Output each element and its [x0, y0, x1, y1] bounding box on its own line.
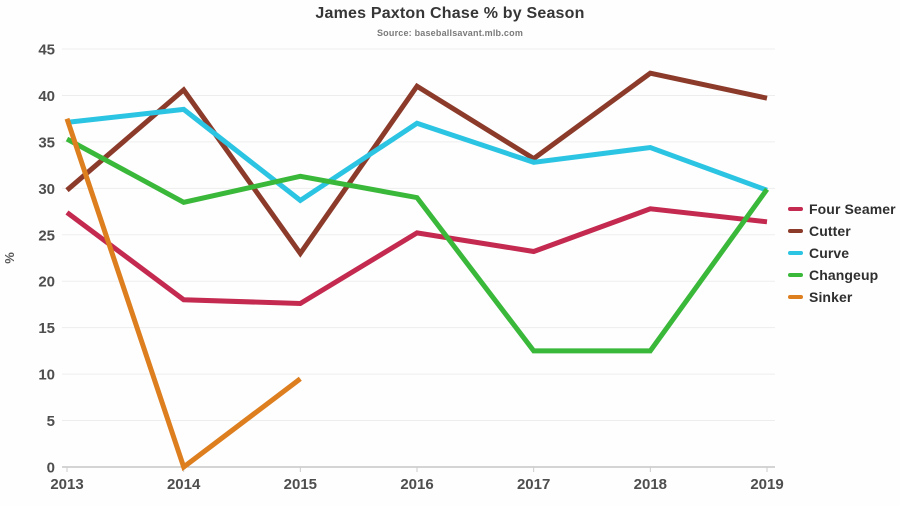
legend-label-sinker: Sinker — [809, 288, 853, 305]
x-tick-label-2017: 2017 — [517, 476, 550, 493]
x-tick-label-2013: 2013 — [50, 476, 83, 493]
y-tick-label-35: 35 — [38, 134, 55, 151]
x-tick-label-2016: 2016 — [400, 476, 433, 493]
y-axis-title: % — [2, 252, 17, 264]
legend-label-changeup: Changeup — [809, 266, 879, 283]
line-sinker — [64, 117, 302, 472]
legend-item-changeup: Changeup — [788, 266, 896, 283]
chart-subtitle: Source: baseballsavant.mlb.com — [376, 28, 524, 38]
x-tick-label-2019: 2019 — [750, 476, 783, 493]
legend-swatch-sinker — [788, 294, 803, 299]
legend-label-cutter: Cutter — [809, 222, 851, 239]
x-tick-label-2014: 2014 — [167, 476, 201, 493]
legend-item-four-seamer: Four Seamer — [788, 200, 896, 217]
x-tick-label-2015: 2015 — [284, 476, 317, 493]
y-tick-label-15: 15 — [38, 320, 55, 337]
y-tick-label-20: 20 — [38, 274, 55, 291]
line-four-seamer — [65, 206, 768, 307]
y-tick-label-45: 45 — [38, 42, 55, 59]
legend-item-sinker: Sinker — [788, 288, 896, 305]
y-tick-label-25: 25 — [38, 227, 55, 244]
y-tick-label-10: 10 — [38, 367, 55, 384]
legend-swatch-four-seamer — [788, 206, 803, 211]
legend-item-curve: Curve — [788, 244, 896, 261]
legend-swatch-changeup — [788, 272, 803, 277]
line-cutter — [65, 70, 768, 258]
legend-label-four-seamer: Four Seamer — [809, 200, 896, 217]
y-tick-label-40: 40 — [38, 88, 55, 105]
line-curve — [66, 106, 768, 204]
chart-title: James Paxton Chase % by Season — [315, 5, 585, 22]
y-tick-label-30: 30 — [38, 181, 55, 198]
line-changeup — [65, 136, 770, 354]
chart-legend: Four Seamer Cutter Curve Changeup Sinker — [788, 200, 896, 305]
legend-swatch-cutter — [788, 228, 803, 233]
x-tick-label-2018: 2018 — [634, 476, 667, 493]
y-tick-label-5: 5 — [47, 413, 55, 430]
legend-item-cutter: Cutter — [788, 222, 896, 239]
y-tick-label-0: 0 — [47, 460, 55, 477]
legend-swatch-curve — [788, 250, 803, 255]
legend-label-curve: Curve — [809, 244, 850, 261]
